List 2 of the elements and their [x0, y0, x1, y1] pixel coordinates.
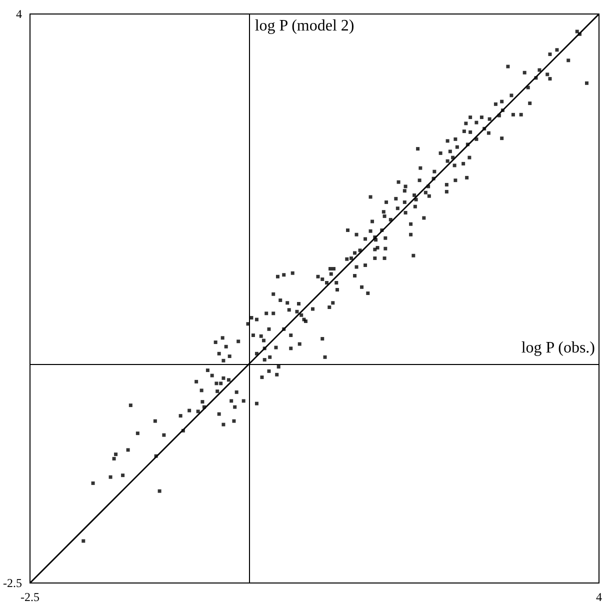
y-axis-title: log P (model 2): [254, 18, 354, 34]
x-axis-title: log P (obs.): [521, 340, 595, 357]
